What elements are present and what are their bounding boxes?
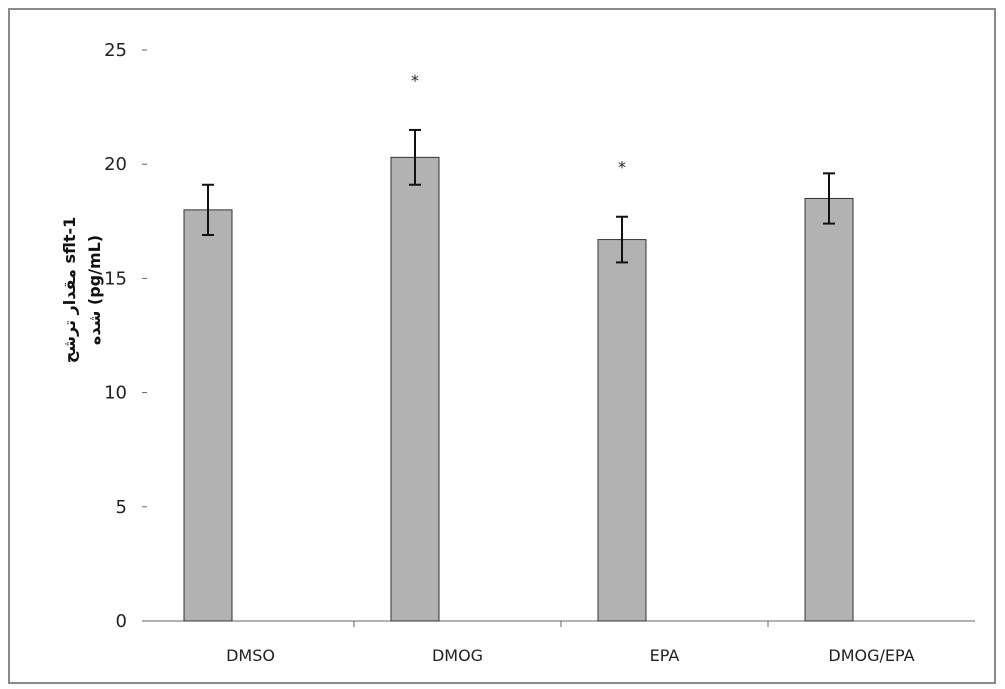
y-axis-title-line1: مقدار ترشح sflt-1 [60, 217, 79, 364]
y-tick-label: 25 [104, 40, 127, 61]
y-axis-title: مقدار ترشح sflt-1 شده (pg/mL) [60, 217, 104, 364]
y-tick-label: 5 [116, 497, 127, 518]
y-tick-label: 10 [104, 383, 127, 404]
y-tick-label: 15 [104, 268, 127, 289]
error-bars [202, 128, 835, 264]
significance-markers: ** [411, 71, 626, 177]
bar [597, 239, 647, 622]
y-axis-title-line2: شده (pg/mL) [85, 235, 104, 345]
bar [183, 209, 233, 622]
y-tick-label: 20 [104, 154, 127, 175]
bar [390, 156, 440, 622]
significance-star: * [618, 158, 626, 177]
x-tick-label: DMSO [226, 646, 275, 665]
x-tick-label: DMOG [432, 646, 483, 665]
significance-star: * [411, 71, 419, 90]
x-axis: DMSO DMOG EPA DMOG/EPA [147, 620, 975, 665]
y-tick-label: 0 [116, 611, 127, 632]
y-axis: 0 5 10 15 20 25 [104, 40, 147, 632]
x-tick-label: DMOG/EPA [828, 646, 914, 665]
x-tick-label: EPA [650, 646, 680, 665]
bars [183, 156, 854, 622]
bar [804, 197, 854, 622]
